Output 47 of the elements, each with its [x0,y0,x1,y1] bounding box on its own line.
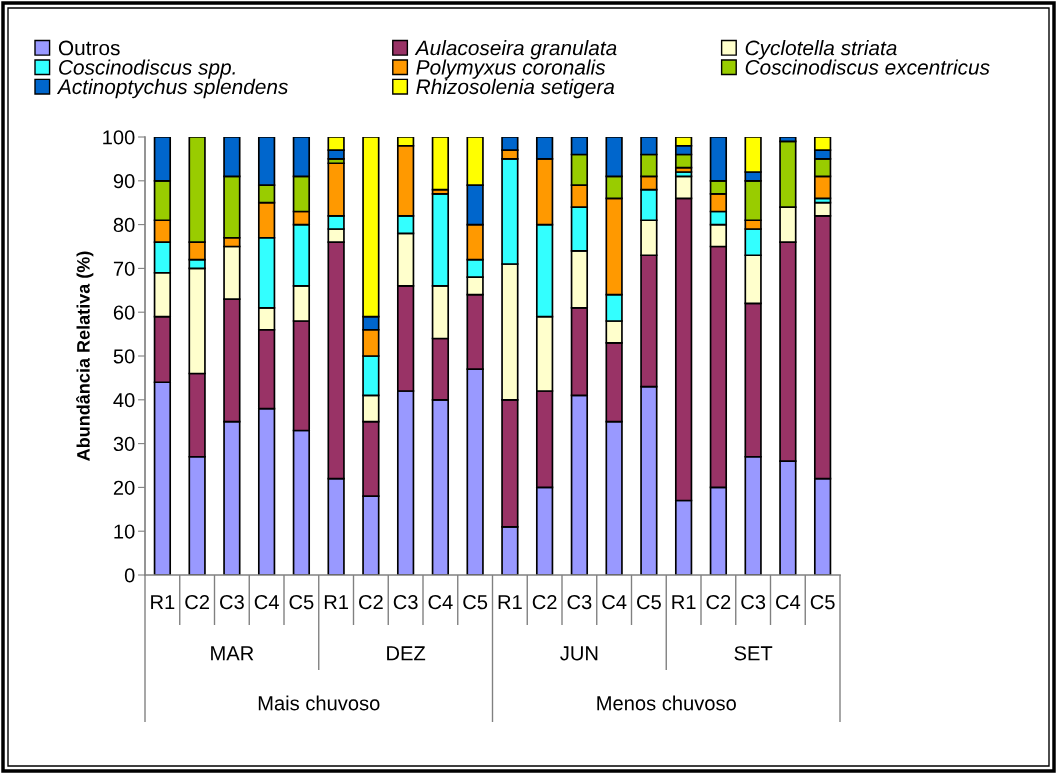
legend-label: Polymyxus coronalis [416,59,606,79]
y-tick-label: 40 [113,393,135,408]
text: Menos chuvoso [597,695,736,711]
x-tick-label: R1 [498,595,522,610]
bar [431,137,450,191]
legend-label: Aulacoseira granulata [414,40,617,60]
x-tick-label: C4 [428,594,453,610]
legend-label: Rhizosolenia setigera [416,78,615,99]
x-tick-label: C2 [185,594,209,610]
legend-label: Actinoptychus splendens [56,78,288,99]
y-tick-label: 0 [124,568,135,583]
y-tick-label: 30 [113,436,135,452]
y-axis-title: Abundância Relativa (%) [76,251,94,461]
x-tick-label: C2 [532,594,557,610]
legend-label: Outros [58,40,120,56]
x-tick-label: C4 [776,594,801,610]
x-tick-label: C5 [637,594,661,610]
y-tick-label: 60 [113,305,135,320]
x-tick-label: C2 [706,594,731,610]
legend-label: Cyclotella striata [745,40,897,60]
x-tick-label: C3 [567,594,592,610]
y-tick-label: 90 [113,174,135,189]
text: SET [734,646,773,661]
y-tick-label: 100 [103,130,135,145]
legend-label: Coscinodiscus spp. [59,59,235,79]
x-tick-label: R1 [324,595,349,610]
y-tick-label: 50 [113,349,135,364]
legend-label: Coscinodiscus excentricus [745,59,990,75]
x-tick-label: C5 [463,594,488,610]
x-tick-label: C5 [289,594,314,610]
x-tick-label: C4 [254,594,279,610]
y-tick-label: 80 [113,217,135,233]
x-tick-label: R1 [151,595,175,610]
text: JUN [560,646,598,661]
x-tick-label: C2 [359,594,383,610]
x-tick-label: C5 [810,594,835,610]
x-tick-label: C3 [741,594,766,610]
x-tick-label: C4 [602,594,627,610]
x-tick-label: R1 [672,595,696,610]
y-tick-label: 20 [113,480,135,495]
text: Mais chuvoso [258,695,380,711]
text: DEZ [387,646,426,661]
y-tick-label: 70 [113,261,135,276]
x-tick-label: C3 [220,594,244,610]
x-tick-label: C3 [393,594,418,610]
y-tick-label: 10 [114,524,135,539]
text: MAR [211,646,254,661]
